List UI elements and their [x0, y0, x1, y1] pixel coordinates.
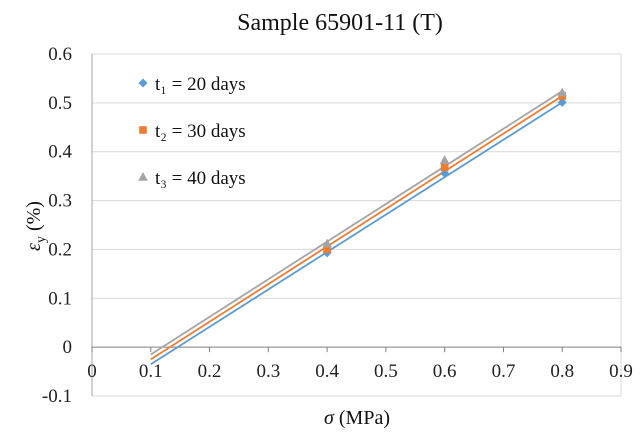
- x-tick-label: 0.1: [139, 361, 163, 382]
- data-point-series-3: [557, 87, 568, 97]
- y-axis-subscript: y: [34, 236, 49, 243]
- x-tick-label: 0.8: [550, 361, 574, 382]
- legend-marker-3: [138, 172, 148, 181]
- x-tick-label: 0.2: [198, 361, 222, 382]
- chart-title: Sample 65901-11 (T): [237, 10, 443, 36]
- legend-label-3: t₃ = 40 days: [155, 168, 246, 189]
- y-tick-label: 0.3: [48, 191, 72, 212]
- y-tick-label: 0.2: [48, 239, 72, 260]
- y-axis-symbol: ε: [23, 243, 45, 251]
- legend-marker-1: [138, 78, 148, 88]
- axes: [91, 54, 622, 396]
- trendline-3: [150, 90, 563, 356]
- x-axis-label: σ (MPa): [324, 407, 390, 429]
- x-axis-symbol: σ: [324, 407, 335, 429]
- trendline-2: [150, 95, 563, 361]
- data-point-series-3: [322, 238, 332, 248]
- x-tick-label: 0.3: [256, 361, 280, 382]
- x-tick-label: 0.6: [433, 361, 457, 382]
- x-tick-label: 0: [87, 361, 97, 382]
- y-tick-label: -0.1: [42, 386, 72, 407]
- x-tick-label: 0.7: [492, 361, 516, 382]
- y-tick-label: 0.5: [48, 93, 72, 114]
- y-tick-label: 0.6: [48, 44, 72, 65]
- y-tick-label: 0: [63, 337, 73, 358]
- legend-label-1: t₁ = 20 days: [155, 74, 246, 95]
- trendline-1: [150, 101, 563, 366]
- y-axis-unit: (%): [23, 201, 45, 236]
- trendlines: [150, 90, 563, 366]
- y-tick-label: 0.4: [48, 142, 72, 163]
- x-tick-label: 0.9: [609, 361, 633, 382]
- data-point-series-2: [440, 163, 449, 172]
- data-point-series-2: [323, 245, 331, 254]
- data-markers: [322, 87, 568, 258]
- legend: t₁ = 20 days t₂ = 30 days t₃ = 40 days: [138, 74, 246, 189]
- legend-label-2: t₂ = 30 days: [155, 121, 246, 142]
- x-tick-label: 0.5: [374, 361, 398, 382]
- y-axis-label: εy (%): [23, 201, 49, 251]
- grid-lines: [92, 53, 622, 397]
- data-point-series-1: [557, 97, 567, 107]
- legend-marker-2: [139, 126, 147, 134]
- x-axis-unit: (MPa): [334, 407, 390, 429]
- x-tick-label: 0.4: [315, 361, 339, 382]
- y-tick-label: 0.1: [48, 288, 72, 309]
- data-point-series-3: [439, 155, 450, 164]
- tick-labels: -0.1 0 0.1 0.2 0.3 0.4 0.5 0.6 0 0.1 0.2 0.3 0.4 0.5 0…: [42, 44, 633, 407]
